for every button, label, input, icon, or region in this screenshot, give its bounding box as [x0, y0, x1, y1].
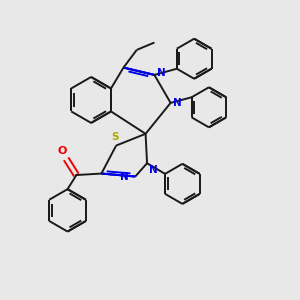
- Text: S: S: [111, 132, 118, 142]
- Text: N: N: [120, 172, 129, 182]
- Text: N: N: [149, 165, 158, 175]
- Text: N: N: [157, 68, 166, 78]
- Text: N: N: [173, 98, 182, 108]
- Text: O: O: [58, 146, 67, 157]
